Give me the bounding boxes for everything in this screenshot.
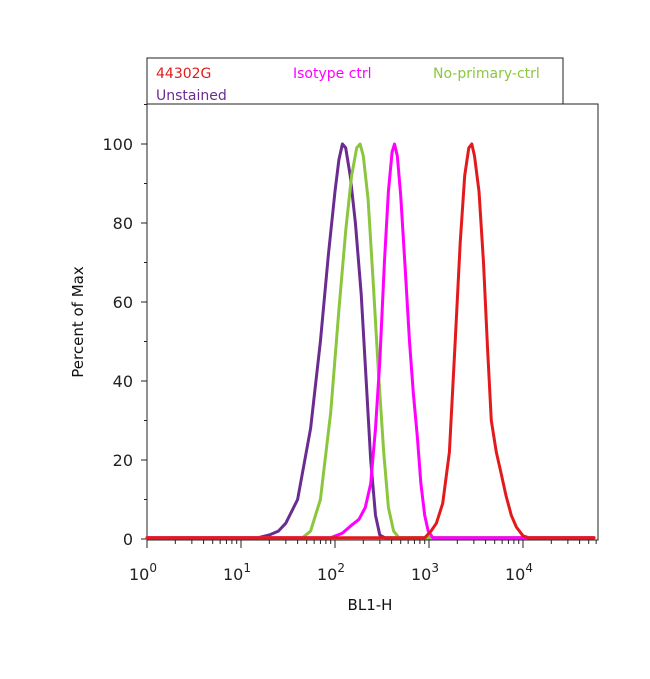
x-tick-exponent: 1 [243,561,251,575]
y-tick-label: 80 [113,214,133,233]
y-tick-label: 20 [113,451,133,470]
x-tick-label: 101 [223,561,251,584]
legend-label-unstained: Unstained [156,88,227,104]
x-tick-exponent: 4 [525,561,533,575]
y-tick-label: 40 [113,372,133,391]
x-tick-label: 104 [505,561,533,584]
x-axis-title: BL1-H [348,596,393,614]
series-line-44302g [145,142,596,540]
y-tick-label: 60 [113,293,133,312]
x-tick-exponent: 2 [337,561,345,575]
legend-label-no-primary-ctrl: No-primary-ctrl [433,66,540,82]
x-tick-label: 102 [317,561,345,584]
x-tick-label: 103 [411,561,439,584]
y-tick-label: 0 [123,530,133,549]
y-axis: 0 20 40 60 80 100 [102,104,147,549]
legend-label-isotype-ctrl: Isotype ctrl [293,66,372,82]
x-tick-exponent: 0 [149,561,157,575]
x-tick-exponent: 3 [431,561,439,575]
series-line-unstained [145,142,596,540]
y-axis-title: Percent of Max [69,266,87,378]
x-axis: 100 101 102 103 104 [129,540,597,584]
plot-frame [146,103,599,541]
series-line-no-primary-ctrl [145,142,596,540]
series-line-isotype-ctrl [145,142,596,540]
series-layer [145,142,596,540]
legend-box [146,57,564,105]
y-tick-label: 100 [102,135,133,154]
x-tick-label: 100 [129,561,157,584]
legend-label-44302g: 44302G [156,66,211,82]
